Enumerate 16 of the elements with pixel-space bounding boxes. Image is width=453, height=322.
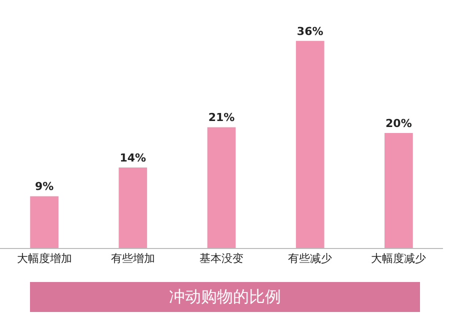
data-label: 21% bbox=[208, 111, 235, 124]
bar bbox=[30, 196, 58, 248]
x-tick-label: 大幅度增加 bbox=[16, 252, 72, 266]
x-tick-label: 基本没变 bbox=[200, 252, 244, 266]
data-label: 36% bbox=[296, 24, 324, 38]
data-label: 9% bbox=[34, 180, 54, 194]
x-tick-label: 有些减少 bbox=[288, 252, 332, 266]
data-label: 20% bbox=[386, 116, 412, 130]
bar bbox=[384, 132, 413, 248]
bar bbox=[296, 40, 324, 248]
data-label: 14% bbox=[120, 151, 146, 164]
bar bbox=[207, 127, 236, 248]
bar bbox=[118, 167, 148, 248]
x-tick-label: 大幅度减少 bbox=[371, 252, 426, 266]
x-tick-label: 有些增加 bbox=[110, 252, 155, 266]
text: 冲动购物的比例 bbox=[30, 282, 420, 312]
